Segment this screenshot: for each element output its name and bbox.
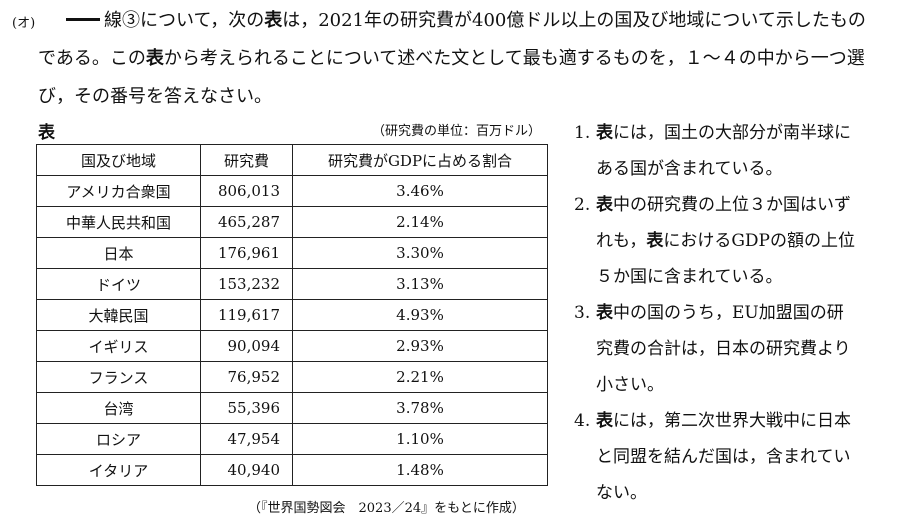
cell-gdp-ratio: 4.93%: [292, 299, 548, 331]
cell-country: ロシア: [36, 423, 201, 455]
option-4-line: 4. 表には，第二次世界大戦中に日本: [574, 403, 908, 439]
cell-country: ドイツ: [36, 268, 201, 300]
option-1-line: ある国が含まれている。: [574, 151, 908, 187]
table-row: フランス 76,952 2.21%: [36, 361, 548, 393]
cell-gdp-ratio: 1.10%: [292, 423, 548, 455]
cell-research-cost: 176,961: [200, 237, 293, 269]
option-number: [574, 439, 596, 475]
option-text: 表中の研究費の上位３か国はいず: [596, 195, 851, 215]
cell-research-cost: 153,232: [200, 268, 293, 300]
cell-country: イタリア: [36, 454, 201, 486]
cell-research-cost: 465,287: [200, 206, 293, 238]
cell-research-cost: 40,940: [200, 454, 293, 486]
header-gdp-ratio: 研究費がGDPに占める割合: [292, 144, 548, 176]
table-title: 表: [38, 123, 55, 143]
question-line-2: である。この表から考えられることについて述べた文として最も適するものを，１～４の…: [38, 48, 865, 69]
cell-gdp-ratio: 3.13%: [292, 268, 548, 300]
table-row: ロシア 47,954 1.10%: [36, 423, 548, 455]
table-header-row: 国及び地域 研究費 研究費がGDPに占める割合: [36, 144, 548, 176]
option-3-line: 3. 表中の国のうち，EU加盟国の研: [574, 295, 908, 331]
research-cost-table: 国及び地域 研究費 研究費がGDPに占める割合 アメリカ合衆国 806,013 3.…: [36, 144, 548, 486]
underline-dash: [66, 17, 100, 21]
cell-country: アメリカ合衆国: [36, 175, 201, 207]
table-row: アメリカ合衆国 806,013 3.46%: [36, 175, 548, 207]
option-text: ある国が含まれている。: [596, 159, 783, 179]
question-label: (オ): [12, 16, 36, 31]
cell-gdp-ratio: 2.21%: [292, 361, 548, 393]
cell-gdp-ratio: 2.14%: [292, 206, 548, 238]
table-source: （『世界国勢図会 2023／24』をもとに作成）: [248, 501, 525, 516]
cell-gdp-ratio: 3.30%: [292, 237, 548, 269]
option-4-line: と同盟を結んだ国は，含まれてい: [574, 439, 908, 475]
cell-country: フランス: [36, 361, 201, 393]
cell-gdp-ratio: 1.48%: [292, 454, 548, 486]
option-number: [574, 331, 596, 367]
cell-country: 大韓民国: [36, 299, 201, 331]
option-number: 4.: [574, 411, 591, 431]
option-text: 表中の国のうち，EU加盟国の研: [596, 303, 844, 323]
option-number: [574, 475, 596, 511]
option-number: [574, 151, 596, 187]
option-1-line: 1. 表には，国土の大部分が南半球に: [574, 115, 908, 151]
option-2-line: 2. 表中の研究費の上位３か国はいず: [574, 187, 908, 223]
option-number: 1.: [574, 123, 591, 143]
option-text: 小さい。: [596, 375, 664, 395]
cell-gdp-ratio: 3.46%: [292, 175, 548, 207]
cell-research-cost: 90,094: [200, 330, 293, 362]
option-text: れも，表におけるGDPの額の上位: [596, 231, 855, 251]
option-text: ５か国に含まれている。: [596, 267, 783, 287]
cell-gdp-ratio: 3.78%: [292, 392, 548, 424]
table-row: 中華人民共和国 465,287 2.14%: [36, 206, 548, 238]
option-text: と同盟を結んだ国は，含まれてい: [596, 447, 851, 467]
cell-country: 日本: [36, 237, 201, 269]
header-country: 国及び地域: [36, 144, 201, 176]
table-row: 日本 176,961 3.30%: [36, 237, 548, 269]
option-text: ない。: [596, 483, 647, 503]
option-2-line: れも，表におけるGDPの額の上位: [574, 223, 908, 259]
option-number: [574, 367, 596, 403]
table-unit-note: （研究費の単位：百万ドル）: [372, 124, 542, 139]
cell-gdp-ratio: 2.93%: [292, 330, 548, 362]
option-2-line: ５か国に含まれている。: [574, 259, 908, 295]
table-row: 大韓民国 119,617 4.93%: [36, 299, 548, 331]
option-number: 3.: [574, 303, 591, 323]
option-number: [574, 223, 596, 259]
option-3-line: 究費の合計は，日本の研究費より: [574, 331, 908, 367]
question-line-1-text: 線③について，次の表は，2021年の研究費が400億ドル以上の国及び地域について…: [104, 10, 866, 31]
cell-country: 台湾: [36, 392, 201, 424]
table-row: 台湾 55,396 3.78%: [36, 392, 548, 424]
table-row: ドイツ 153,232 3.13%: [36, 268, 548, 300]
table-row: イギリス 90,094 2.93%: [36, 330, 548, 362]
cell-research-cost: 76,952: [200, 361, 293, 393]
option-text: 表には，第二次世界大戦中に日本: [596, 411, 851, 431]
header-research-cost: 研究費: [200, 144, 293, 176]
option-4-line: ない。: [574, 475, 908, 511]
answer-options: 1. 表には，国土の大部分が南半球に ある国が含まれている。 2. 表中の研究費の上位３…: [574, 115, 908, 511]
option-number: 2.: [574, 195, 591, 215]
cell-research-cost: 806,013: [200, 175, 293, 207]
cell-research-cost: 55,396: [200, 392, 293, 424]
cell-country: イギリス: [36, 330, 201, 362]
option-text: 表には，国土の大部分が南半球に: [596, 123, 851, 143]
option-number: [574, 259, 596, 295]
cell-research-cost: 47,954: [200, 423, 293, 455]
question-line-3: び，その番号を答えなさい。: [38, 86, 272, 107]
table-row: イタリア 40,940 1.48%: [36, 454, 548, 486]
question-line-1: 線③について，次の表は，2021年の研究費が400億ドル以上の国及び地域について…: [66, 8, 866, 34]
cell-country: 中華人民共和国: [36, 206, 201, 238]
cell-research-cost: 119,617: [200, 299, 293, 331]
option-3-line: 小さい。: [574, 367, 908, 403]
option-text: 究費の合計は，日本の研究費より: [596, 339, 851, 359]
